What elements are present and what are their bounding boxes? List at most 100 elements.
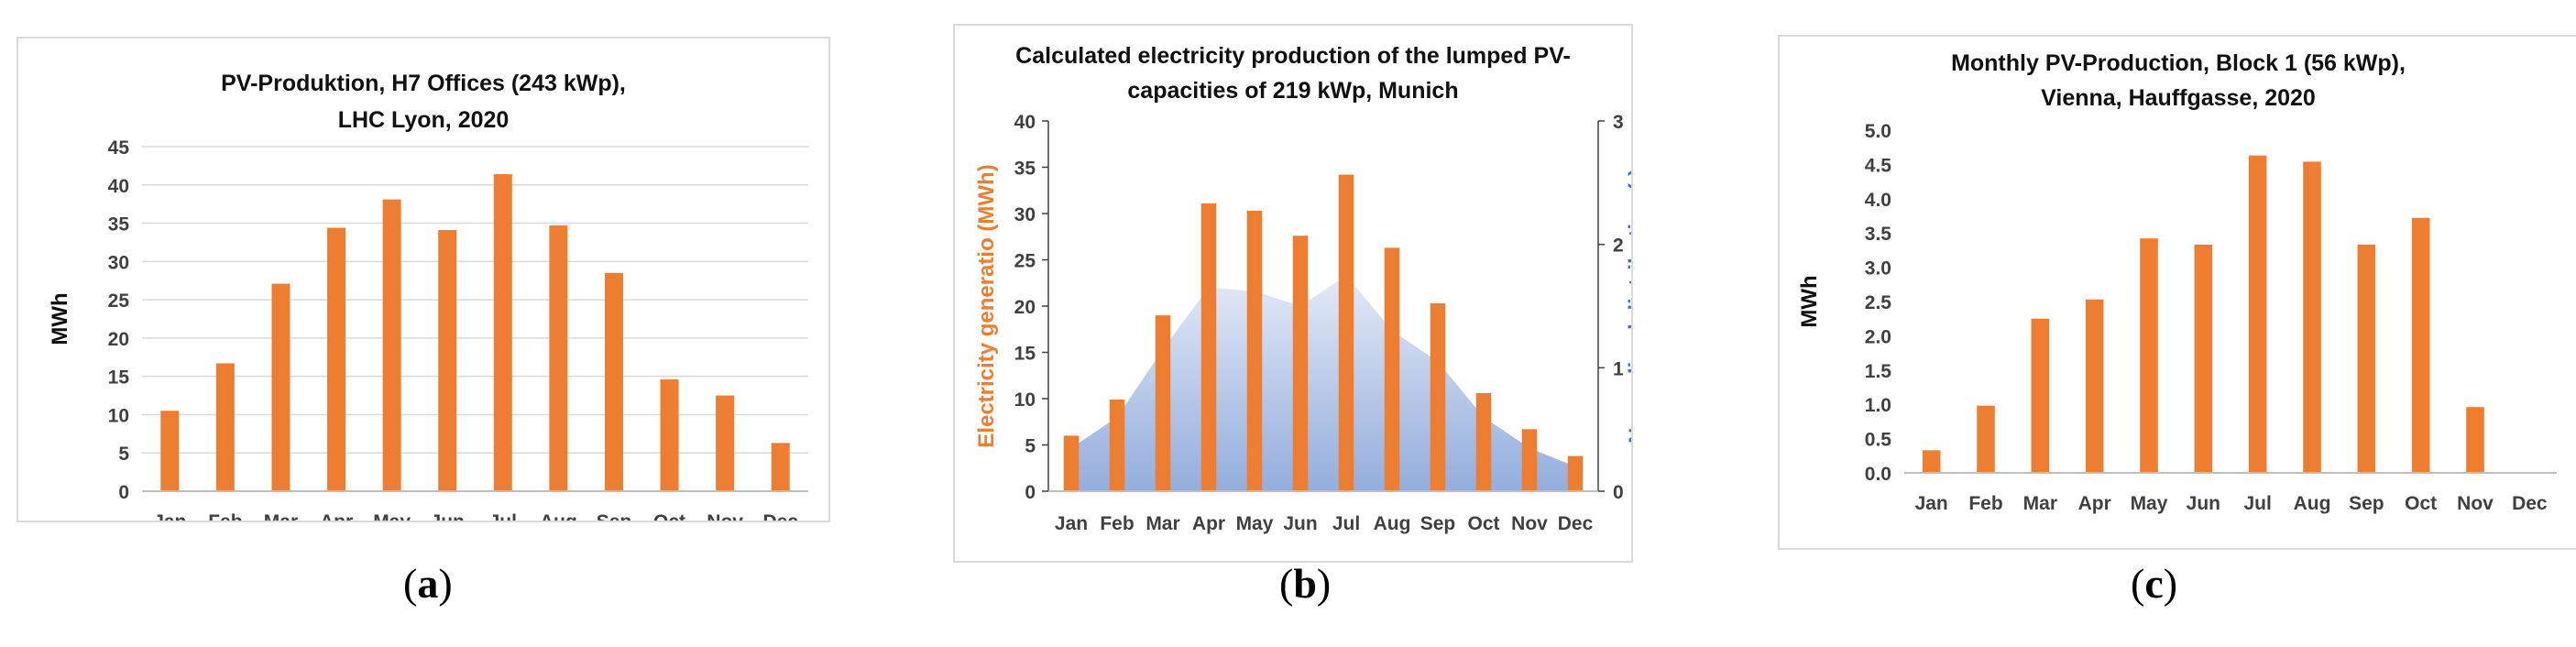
- chart-c-y-tick-label: 1.5: [1865, 361, 1892, 382]
- chart-a-x-tick-label: Jan: [153, 511, 186, 521]
- chart-a-x-tick-label: Apr: [320, 511, 353, 521]
- chart-c-y-tick-label: 5.0: [1865, 121, 1891, 142]
- chart-panel-c: Monthly PV-Production, Block 1 (56 kWp),…: [1778, 35, 2576, 550]
- chart-c-x-tick-label: Mar: [2023, 493, 2057, 514]
- chart-b-x-tick-label: Jun: [1283, 513, 1317, 534]
- chart-b-y2-tick-label: 1: [1613, 358, 1624, 379]
- chart-c-x-tick-label: Sep: [2349, 493, 2384, 514]
- chart-b-bar-mar: [1155, 315, 1171, 491]
- chart-b-x-tick-label: Sep: [1420, 513, 1456, 534]
- chart-b-x-tick-label: Aug: [1374, 513, 1411, 534]
- caption-b: (b): [1279, 559, 1331, 608]
- chart-b-x-tick-label: Jan: [1055, 513, 1088, 534]
- chart-b-x-tick-label: Mar: [1145, 513, 1179, 534]
- chart-b-y-tick-label: 10: [1014, 389, 1036, 411]
- chart-a-y-tick-label: 25: [108, 291, 130, 312]
- caption-a-open: (: [403, 560, 418, 607]
- chart-b-y-tick-label: 15: [1014, 344, 1036, 365]
- chart-b-y2-tick-label: 3: [1613, 112, 1624, 133]
- chart-c-bar-sep: [2357, 244, 2376, 473]
- caption-b-close: ): [1316, 560, 1332, 607]
- chart-a-y-tick-label: 40: [108, 176, 129, 197]
- chart-b-bar-may: [1246, 210, 1263, 491]
- chart-b-x-tick-label: Nov: [1511, 513, 1548, 534]
- chart-a-title-line1: PV-Produktion, H7 Offices (243 kWp),: [221, 71, 626, 96]
- chart-a-x-tick-label: Mar: [264, 511, 298, 521]
- chart-a-y-tick-label: 45: [108, 137, 130, 159]
- chart-c-x-tick-label: Apr: [2078, 493, 2111, 514]
- chart-b-y-tick-label: 40: [1014, 112, 1036, 133]
- caption-c: (c): [2131, 559, 2177, 608]
- caption-a-close: ): [438, 560, 453, 607]
- chart-a-x-tick-label: Oct: [653, 511, 685, 521]
- chart-c-y-tick-label: 3.0: [1865, 258, 1891, 280]
- caption-b-letter: b: [1293, 560, 1317, 607]
- chart-c-title-line1: Monthly PV-Production, Block 1 (56 kWp),: [1951, 50, 2406, 76]
- chart-c-y-tick-label: 4.5: [1865, 155, 1892, 176]
- chart-c-bar-may: [2140, 238, 2158, 473]
- chart-b-bar-aug: [1384, 247, 1400, 491]
- chart-a-y-tick-label: 20: [108, 329, 129, 350]
- chart-panel-b: Calculated electricity production of the…: [953, 24, 1633, 563]
- chart-b-plot: 0 1 2 3 Normalised distribution (-) 0 5 10 15 20 2…: [974, 112, 1631, 534]
- chart-a-bar-jul: [493, 174, 512, 491]
- chart-a-y-tick-label: 30: [108, 252, 129, 273]
- chart-a-bar-feb: [215, 363, 235, 491]
- chart-b-y2-tick-label: 2: [1613, 236, 1624, 257]
- chart-b-title-line2: capacities of 219 kWp, Munich: [1127, 78, 1459, 104]
- chart-b-bar-jan: [1063, 435, 1080, 491]
- chart-c-bar-nov: [2466, 407, 2484, 473]
- chart-a-bar-dec: [771, 443, 790, 491]
- chart-c-y-tick-label: 4.0: [1865, 190, 1891, 211]
- chart-b-x-tick-label: May: [1236, 513, 1274, 534]
- chart-c-x-tick-label: Dec: [2512, 493, 2548, 514]
- chart-a-x-tick-label: Jul: [489, 511, 517, 521]
- chart-b-bar-oct: [1475, 392, 1492, 491]
- chart-a-y-tick-label: 5: [118, 444, 129, 465]
- chart-c-bar-jul: [2248, 155, 2267, 473]
- chart-b-x-tick-label: Feb: [1100, 513, 1134, 534]
- chart-a-y-tick-label: 15: [108, 367, 130, 389]
- chart-a-x-tick-label: Sep: [597, 511, 632, 521]
- chart-b-y2-axis-label: Normalised distribution (-): [1625, 169, 1631, 444]
- chart-b-y-tick-label: 35: [1014, 159, 1036, 180]
- caption-c-letter: c: [2144, 560, 2164, 607]
- chart-a-bar-mar: [271, 283, 290, 491]
- chart-a-x-tick-label: Dec: [762, 511, 798, 521]
- chart-c-bar-apr: [2085, 299, 2104, 473]
- chart-b-x-tick-label: Oct: [1467, 513, 1499, 534]
- chart-b-y-tick-label: 5: [1025, 436, 1036, 457]
- chart-c-x-tick-label: May: [2131, 493, 2168, 514]
- chart-b-x-tick-label: Jul: [1332, 513, 1360, 534]
- chart-b-bar-dec: [1567, 455, 1584, 491]
- chart-b-y-tick-label: 20: [1014, 297, 1036, 318]
- chart-c-bar-aug: [2303, 161, 2321, 473]
- chart-a-y-tick-label: 10: [108, 405, 129, 426]
- chart-a-x-tick-label: Feb: [208, 511, 242, 521]
- chart-b-bar-nov: [1521, 429, 1538, 491]
- chart-c-y-tick-label: 0.5: [1865, 430, 1892, 451]
- caption-c-open: (: [2131, 560, 2145, 607]
- caption-a-letter: a: [417, 560, 439, 607]
- chart-c-y-axis-label: MWh: [1797, 275, 1822, 327]
- chart-a-x-tick-label: Jun: [431, 511, 465, 521]
- chart-c-bar-oct: [2411, 217, 2430, 473]
- chart-b-bar-apr: [1200, 203, 1217, 491]
- chart-b-y-axis-label: Electricity generatio (MWh): [974, 164, 999, 447]
- chart-a-bar-sep: [604, 272, 623, 491]
- chart-b-x-tick-label: Dec: [1558, 513, 1594, 534]
- chart-a-plot: 0 5 10 15 20 25 30 35 40 45 Jan Feb Mar Apr May Jun Jul A…: [48, 137, 808, 521]
- chart-b-y-tick-label: 25: [1014, 251, 1036, 272]
- chart-b-bar-sep: [1430, 302, 1446, 491]
- chart-a-bar-apr: [327, 227, 346, 491]
- chart-a-x-tick-label: Aug: [540, 511, 577, 521]
- chart-b-bar-jul: [1338, 174, 1354, 491]
- chart-b-x-tick-label: Apr: [1192, 513, 1225, 534]
- chart-c-x-tick-label: Feb: [1968, 493, 2002, 514]
- chart-b-y-tick-label: 0: [1025, 482, 1036, 503]
- chart-c-y-tick-label: 3.5: [1865, 224, 1892, 245]
- chart-a-bar-jan: [160, 411, 180, 491]
- chart-a-x-tick-label: May: [373, 511, 411, 521]
- chart-b-y2-tick-label: 0: [1613, 482, 1624, 503]
- chart-c-x-tick-label: Nov: [2457, 493, 2494, 514]
